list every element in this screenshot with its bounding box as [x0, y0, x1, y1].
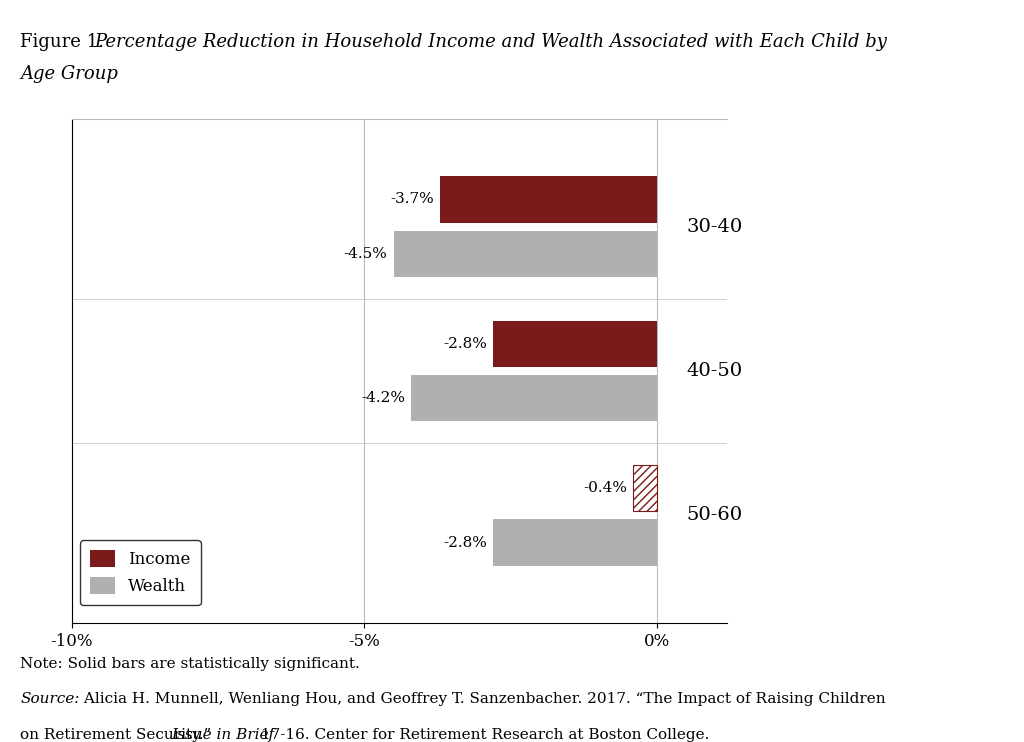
Text: 30-40: 30-40	[686, 218, 742, 236]
Text: -2.8%: -2.8%	[443, 337, 487, 351]
Legend: Income, Wealth: Income, Wealth	[80, 540, 201, 605]
Text: on Retirement Security.”: on Retirement Security.”	[20, 728, 217, 742]
Bar	[493, 321, 656, 367]
Text: 50-60: 50-60	[686, 506, 742, 524]
Text: -4.5%: -4.5%	[344, 247, 388, 261]
Text: 17-16. Center for Retirement Research at Boston College.: 17-16. Center for Retirement Research at…	[256, 728, 710, 742]
Bar	[440, 177, 656, 223]
Bar	[411, 375, 656, 421]
Text: Note: Solid bars are statistically significant.: Note: Solid bars are statistically signi…	[20, 657, 360, 671]
Bar	[393, 232, 656, 278]
Text: Source:: Source:	[20, 692, 80, 706]
Bar	[493, 519, 656, 565]
Text: Alicia H. Munnell, Wenliang Hou, and Geoffrey T. Sanzenbacher. 2017. “The Impact: Alicia H. Munnell, Wenliang Hou, and Geo…	[79, 692, 886, 706]
Text: -4.2%: -4.2%	[361, 391, 406, 405]
Text: Percentage Reduction in Household Income and Wealth Associated with Each Child b: Percentage Reduction in Household Income…	[94, 33, 887, 51]
Text: Age Group: Age Group	[20, 65, 119, 82]
Bar	[634, 464, 656, 510]
Text: -0.4%: -0.4%	[584, 481, 628, 495]
Text: 40-50: 40-50	[686, 362, 742, 380]
Text: Issue in Brief: Issue in Brief	[171, 728, 274, 742]
Text: -3.7%: -3.7%	[391, 192, 434, 206]
Text: Figure 1.: Figure 1.	[20, 33, 111, 51]
Text: -2.8%: -2.8%	[443, 536, 487, 550]
